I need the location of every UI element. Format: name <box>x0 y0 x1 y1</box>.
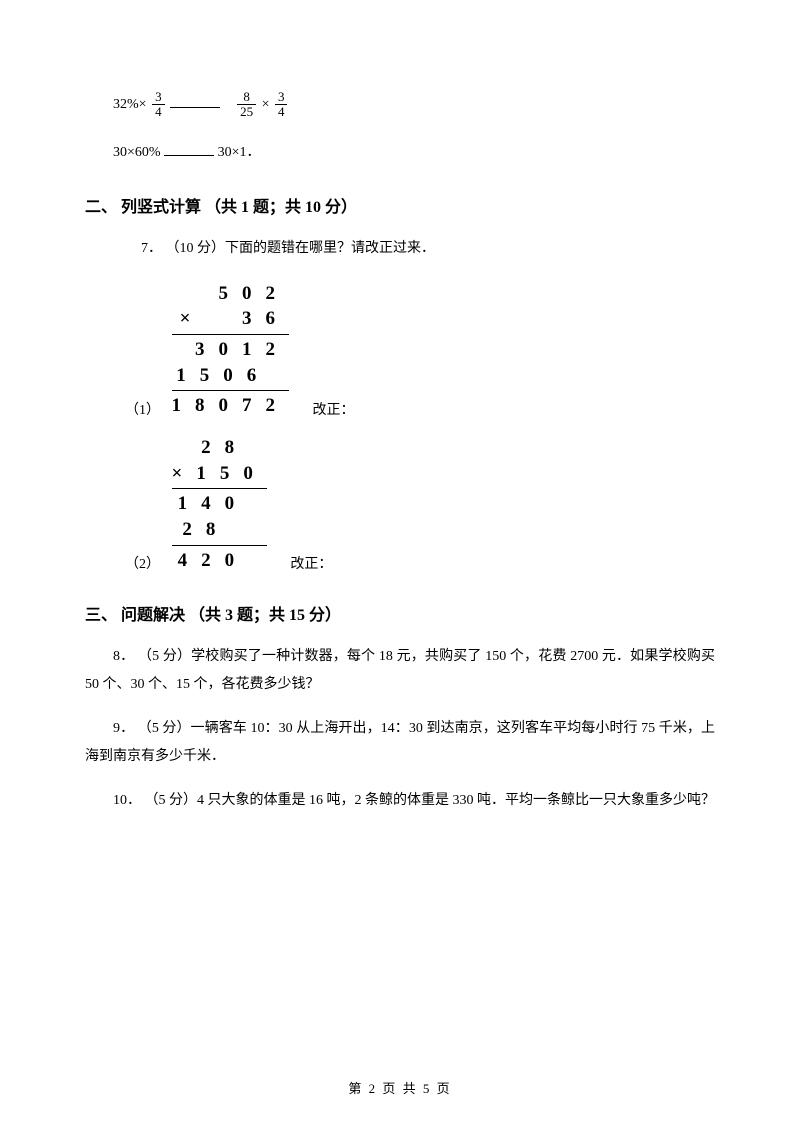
question-7: 7． （10 分）下面的题错在哪里？请改正过来． <box>113 235 715 263</box>
calc-row: 420 <box>172 548 267 574</box>
calc-rule <box>172 390 290 391</box>
correct-label-1: 改正： <box>313 399 355 419</box>
calc-row: 28 <box>172 517 267 543</box>
calc-row: 3012 <box>172 337 290 363</box>
times-symbol: × <box>262 97 273 112</box>
fraction-3-4-b: 3 4 <box>275 90 288 120</box>
section-3-title: 三、 问题解决 （共 3 题；共 15 分） <box>85 601 715 625</box>
calc-rule <box>172 545 267 546</box>
calc-row: 140 <box>172 491 267 517</box>
correct-label-2: 改正： <box>290 553 332 573</box>
blank-field[interactable] <box>170 94 220 108</box>
page-footer: 第 2 页 共 5 页 <box>0 1078 800 1097</box>
section-2-title: 二、 列竖式计算 （共 1 题；共 10 分） <box>85 193 715 217</box>
calc-2-body: 28 ×150 140 28 420 <box>172 435 267 573</box>
calc-rule <box>172 488 267 489</box>
calc-row: 502 <box>172 281 290 307</box>
fraction-8-25: 8 25 <box>237 90 256 120</box>
calc-row: ×150 <box>172 461 267 487</box>
calc-row: 18072 <box>172 393 290 419</box>
calc-rule <box>172 334 290 335</box>
expression-line-1: 32%× 3 4 8 25 × 3 4 <box>113 90 715 120</box>
blank-field[interactable] <box>164 142 214 156</box>
fraction-3-4: 3 4 <box>152 90 165 120</box>
calc-1-body: 502 × 36 3012 1506 18072 <box>172 281 290 419</box>
expr-text: 30×1． <box>218 145 261 160</box>
question-9: 9． （5 分）一辆客车 10：30 从上海开出，14：30 到达南京，这列客车… <box>85 715 715 771</box>
calc-row: × 36 <box>172 306 290 332</box>
expr-text: 32%× <box>113 97 147 112</box>
expr-text: 30×60% <box>113 145 161 160</box>
vertical-calc-1: （1） 502 × 36 3012 1506 18072 改正： <box>145 281 715 419</box>
vertical-calc-2: （2） 28 ×150 140 28 420 改正： <box>145 435 715 573</box>
question-8: 8． （5 分）学校购买了一种计数器，每个 18 元，共购买了 150 个，花费… <box>85 643 715 699</box>
sub-label-1: （1） <box>125 399 160 419</box>
expression-line-2: 30×60% 30×1． <box>113 140 715 165</box>
question-10: 10． （5 分）4 只大象的体重是 16 吨，2 条鲸的体重是 330 吨．平… <box>85 787 715 815</box>
calc-row: 1506 <box>172 363 290 389</box>
calc-row: 28 <box>172 435 267 461</box>
sub-label-2: （2） <box>125 553 160 573</box>
